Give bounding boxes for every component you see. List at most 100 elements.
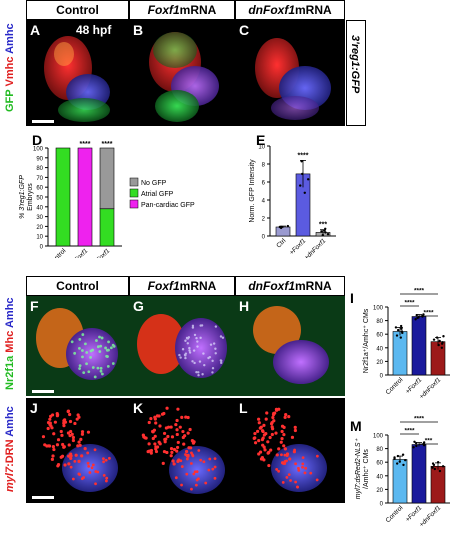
nucleus-dot [78, 367, 82, 370]
nucleus-dot [170, 435, 175, 439]
nucleus-dot [195, 336, 198, 340]
nucleus-dot [185, 336, 189, 340]
nucleus-dot [207, 356, 210, 360]
nucleus-dot [153, 415, 157, 419]
nucleus-dot [294, 480, 298, 484]
nucleus-dot [56, 464, 60, 468]
nucleus-dot [155, 445, 160, 449]
nucleus-dot [46, 426, 50, 431]
nucleus-dot [253, 431, 257, 436]
nucleus-dot [77, 440, 81, 444]
stage-label: 48 hpf [76, 23, 112, 37]
nucleus-dot [280, 437, 284, 441]
data-point [436, 461, 440, 464]
nucleus-dot [162, 449, 167, 454]
row2-header-foxf1: Foxf1 mRNA [129, 276, 235, 296]
d-y-tick-label: 40 [36, 205, 43, 211]
nucleus-dot [196, 345, 199, 348]
data-point [417, 316, 420, 319]
data-point [422, 441, 426, 444]
data-point [395, 334, 399, 337]
y-tick-label: 2 [262, 217, 266, 223]
nucleus-dot [107, 456, 111, 460]
panel-g-image: G [129, 296, 235, 396]
nucleus-dot [184, 356, 187, 360]
nucleus-dot [74, 453, 78, 457]
nucleus-dot [197, 374, 200, 377]
nucleus-dot [175, 428, 179, 432]
nucleus-dot [301, 456, 305, 460]
nucleus-dot [179, 459, 183, 463]
nucleus-dot [279, 440, 283, 444]
nucleus-dot [287, 473, 291, 477]
nucleus-dot [73, 421, 77, 426]
nucleus-dot [80, 430, 85, 434]
data-point [441, 465, 445, 468]
nucleus-dot [213, 476, 217, 480]
d-legend-swatch [129, 199, 139, 209]
nucleus-dot [67, 443, 71, 447]
nucleus-dot [166, 425, 171, 429]
nucleus-dot [165, 406, 169, 410]
nucleus-dot [56, 438, 61, 442]
nucleus-dot [81, 349, 84, 352]
nucleus-dot [96, 366, 100, 370]
nucleus-dot [180, 415, 184, 419]
nucleus-dot [280, 429, 284, 434]
data-point [286, 224, 290, 228]
nucleus-dot [196, 340, 199, 343]
nucleus-dot [274, 431, 278, 435]
data-point [323, 229, 326, 232]
nucleus-dot [188, 349, 191, 352]
nucleus-dot [315, 478, 319, 482]
panel-letter-a: A [30, 22, 41, 38]
data-point [433, 467, 437, 471]
nucleus-dot [199, 324, 202, 327]
nucleus-dot [184, 415, 188, 419]
nucleus-dot [102, 474, 106, 477]
panel-a-image: A 48 hpf [26, 20, 129, 126]
nucleus-dot [315, 454, 319, 458]
i-y-label: Nr2f1a⁺/Amhc⁺ CMs [363, 308, 370, 373]
nucleus-dot [46, 420, 51, 425]
nucleus-dot [50, 457, 55, 461]
bar [275, 226, 291, 237]
nucleus-dot [289, 479, 292, 482]
data-point [402, 463, 405, 467]
reporter-side-label: 3'reg1:GFP [346, 20, 366, 126]
nucleus-dot [165, 450, 169, 455]
nucleus-dot [51, 445, 55, 449]
nucleus-dot [190, 439, 194, 443]
nucleus-dot [191, 360, 194, 363]
nucleus-dot [195, 370, 198, 374]
nucleus-dot [48, 417, 52, 421]
nucleus-dot [66, 409, 71, 413]
scale-bar-row3 [32, 496, 54, 499]
nucleus-dot [207, 468, 211, 472]
nucleus-dot [171, 459, 175, 463]
nucleus-dot [100, 372, 104, 376]
nucleus-dot [253, 436, 257, 440]
nucleus-dot [149, 417, 153, 421]
panel-letter-d: D [32, 132, 43, 148]
nucleus-dot [208, 457, 212, 461]
nucleus-dot [256, 429, 260, 433]
data-point [413, 440, 416, 443]
data-point [401, 453, 405, 456]
panel-letter-f: F [30, 298, 39, 314]
data-point [415, 313, 418, 317]
nucleus-dot [41, 435, 46, 439]
nucleus-dot [94, 482, 97, 486]
nucleus-dot [179, 356, 182, 359]
nucleus-dot [83, 447, 87, 451]
nucleus-dot [192, 472, 196, 476]
nucleus-dot [147, 442, 151, 446]
nucleus-dot [270, 425, 274, 429]
d-legend-swatch [129, 188, 139, 198]
nucleus-dot [158, 424, 162, 428]
nucleus-dot [87, 370, 91, 374]
nucleus-dot [169, 425, 173, 429]
scale-bar-row2 [32, 390, 54, 393]
panel-c-image: C [235, 20, 345, 126]
